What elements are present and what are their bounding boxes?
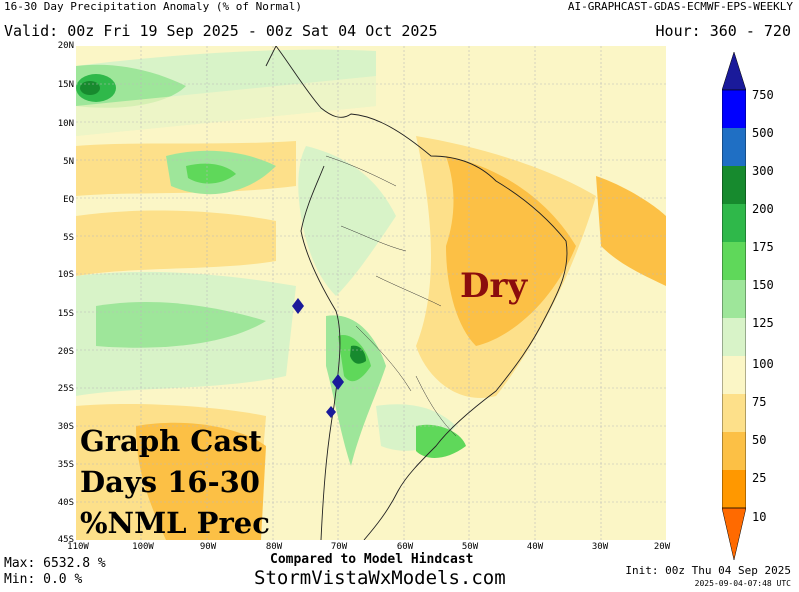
lon-label: 50W: [461, 542, 479, 552]
lat-label: 15S: [57, 309, 74, 319]
site-credit: StormVistaWxModels.com: [254, 567, 506, 589]
dry-annotation: Dry: [460, 266, 528, 306]
colorbar-label: 500: [752, 126, 774, 140]
forecast-hour-range: Hour: 360 - 720: [655, 22, 791, 40]
comparison-note: Compared to Model Hindcast: [270, 552, 474, 567]
lat-label: 10S: [57, 270, 74, 280]
lat-label: 5S: [63, 233, 74, 243]
colorbar-segment: [722, 204, 746, 242]
lat-label: 25S: [57, 384, 74, 394]
lon-label: 60W: [396, 542, 414, 552]
colorbar-bottom-arrow: [722, 507, 746, 560]
min-value: Min: 0.0 %: [4, 572, 83, 587]
valid-time-range: Valid: 00z Fri 19 Sep 2025 - 00z Sat 04 …: [4, 22, 438, 40]
colorbar-label: 100: [752, 357, 774, 371]
colorbar-segment: [722, 470, 746, 508]
high-value-markers: [292, 298, 344, 418]
max-value: Max: 6532.8 %: [4, 556, 106, 571]
colorbar-label: 175: [752, 240, 774, 254]
lon-label: 70W: [330, 542, 348, 552]
lon-label: 80W: [265, 542, 283, 552]
lon-label: 90W: [199, 542, 217, 552]
colorbar-label: 125: [752, 316, 774, 330]
colorbar-label: 150: [752, 278, 774, 292]
graph-cast-days: Days 16-30: [80, 465, 260, 499]
country-borders: [325, 155, 457, 437]
colorbar-segment: [722, 90, 746, 128]
lon-label: 110W: [67, 542, 89, 552]
lat-label: 45S: [57, 535, 74, 545]
colorbar-label: 50: [752, 433, 767, 447]
colorbar-label: 75: [752, 395, 767, 409]
lat-label: 35S: [57, 460, 74, 470]
colorbar-segment: [722, 432, 746, 470]
colorbar: [722, 52, 746, 560]
graph-cast-units: %NML Prec: [80, 506, 270, 540]
lat-label: 15N: [57, 80, 74, 90]
map-title: 16-30 Day Precipitation Anomaly (% of No…: [4, 0, 303, 13]
graph-cast-title: Graph Cast: [80, 424, 262, 458]
colorbar-segment: [722, 166, 746, 204]
lon-label: 100W: [132, 542, 154, 552]
coastline: [265, 46, 568, 540]
lon-label: 30W: [591, 542, 609, 552]
lat-label: EQ: [63, 195, 74, 205]
colorbar-label: 750: [752, 88, 774, 102]
anomaly-shading: [76, 49, 666, 540]
colorbar-label: 25: [752, 471, 767, 485]
colorbar-segment: [722, 394, 746, 432]
lat-label: 20S: [57, 347, 74, 357]
lat-label: 30S: [57, 422, 74, 432]
colorbar-label: 200: [752, 202, 774, 216]
lat-label: 10N: [57, 119, 74, 129]
colorbar-label: 10: [752, 510, 767, 524]
colorbar-segment: [722, 318, 746, 356]
lon-label: 20W: [653, 542, 671, 552]
colorbar-top-arrow: [722, 52, 746, 91]
model-product-label: AI-GRAPHCAST-GDAS-ECMWF-EPS-WEEKLY: [567, 0, 793, 13]
colorbar-segment: [722, 128, 746, 166]
generation-timestamp: 2025-09-04-07:48 UTC: [694, 579, 791, 588]
lon-label: 40W: [526, 542, 544, 552]
precipitation-anomaly-map: [76, 46, 666, 540]
colorbar-label: 300: [752, 164, 774, 178]
lat-label: 5N: [63, 157, 74, 167]
lat-label: 40S: [57, 498, 74, 508]
lat-label: 20N: [57, 41, 74, 51]
colorbar-segment: [722, 242, 746, 280]
colorbar-segment: [722, 280, 746, 318]
init-time: Init: 00z Thu 04 Sep 2025: [625, 564, 791, 577]
colorbar-segment: [722, 356, 746, 394]
